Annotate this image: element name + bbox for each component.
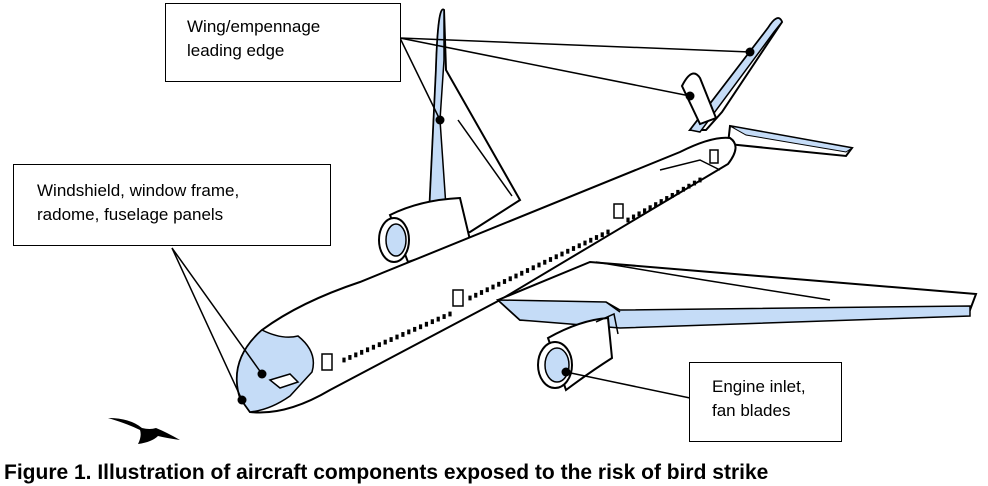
cabin-window (676, 189, 680, 195)
cabin-window (583, 240, 587, 246)
cabin-window (383, 339, 387, 345)
cabin-window (497, 281, 501, 287)
cabin-window (648, 205, 652, 211)
right-wing (496, 260, 978, 329)
cabin-window (531, 265, 535, 271)
cabin-window (537, 262, 541, 268)
cabin-window (525, 268, 530, 273)
cabin-window (424, 321, 429, 327)
cabin-window (577, 243, 581, 249)
cabin-window (548, 257, 553, 262)
cabin-window (502, 279, 507, 284)
cabin-window (670, 192, 674, 198)
wing-callout-line-2: leading edge (187, 41, 285, 60)
engine-callout: Engine inlet, fan blades (689, 362, 842, 442)
cabin-window (543, 259, 547, 265)
cabin-window (589, 237, 593, 243)
engine-callout-line-2: fan blades (712, 401, 791, 420)
cabin-window (571, 246, 576, 251)
bird-silhouette-icon (108, 418, 180, 444)
cabin-window (606, 229, 610, 235)
cabin-window (430, 319, 434, 325)
cabin-window (407, 329, 411, 335)
windshield-callout-line-1: Windshield, window frame, (37, 181, 240, 200)
leader-lines (171, 37, 751, 401)
cabin-window (485, 287, 489, 293)
cabin-window (566, 248, 570, 254)
windshield-callout-line-2: radome, fuselage panels (37, 205, 224, 224)
cabin-window (643, 208, 647, 214)
horizontal-stabilizers (680, 72, 854, 158)
cabin-window (665, 196, 669, 201)
cabin-windows (342, 177, 702, 363)
cabin-window (554, 254, 558, 260)
fin-leading-edge-highlight (688, 17, 783, 133)
cabin-window (348, 355, 352, 360)
cabin-window (560, 251, 564, 257)
cabin-window (692, 180, 697, 186)
cabin-window (594, 235, 599, 240)
right-engine (537, 312, 619, 392)
cabin-window (491, 284, 495, 290)
cabin-window (681, 186, 685, 192)
cabin-window (377, 342, 381, 348)
wing-empennage-callout: Wing/empennage leading edge (165, 3, 401, 82)
cabin-window (659, 199, 663, 204)
cabin-window (479, 290, 484, 295)
cabin-window (401, 332, 405, 337)
cabin-window (413, 326, 417, 332)
cabin-window (371, 344, 376, 350)
engine-callout-line-1: Engine inlet, (712, 377, 806, 396)
leader-line-markers (237, 47, 755, 405)
cabin-window (654, 202, 658, 208)
cabin-window (389, 337, 393, 342)
wing-callout-line-1: Wing/empennage (187, 17, 321, 36)
cabin-window (436, 316, 440, 322)
cabin-window (626, 217, 630, 223)
cabin-window (631, 214, 636, 220)
left-wing (426, 8, 522, 240)
figure-caption: Figure 1. Illustration of aircraft compo… (4, 461, 769, 484)
windshield-callout: Windshield, window frame, radome, fusela… (13, 164, 331, 246)
cabin-window (354, 352, 358, 358)
cabin-window (342, 357, 346, 363)
cabin-window (687, 183, 691, 189)
cabin-window (520, 270, 524, 276)
cabin-window (418, 324, 423, 330)
cabin-window (637, 211, 641, 217)
cabin-window (474, 292, 478, 298)
cabin-window (508, 276, 512, 282)
vertical-fin (687, 17, 784, 133)
cabin-window (360, 349, 364, 355)
cabin-window (442, 314, 446, 319)
cabin-window (448, 311, 452, 317)
fuselage (235, 136, 737, 414)
cabin-window (395, 334, 399, 340)
cabin-window (600, 232, 604, 238)
cabin-window (514, 273, 518, 279)
cabin-window (468, 295, 472, 301)
cabin-window (698, 177, 702, 183)
cabin-window (365, 347, 370, 353)
